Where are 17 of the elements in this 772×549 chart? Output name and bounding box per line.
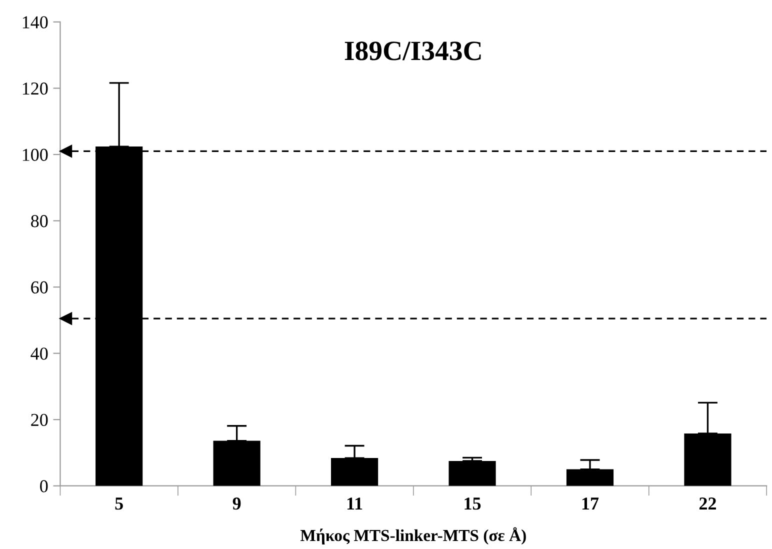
y-tick-label: 40 xyxy=(30,348,48,360)
x-tick-label: 17 xyxy=(582,498,599,510)
x-tick-label: 11 xyxy=(347,498,362,510)
y-tick-label: 0 xyxy=(40,480,48,492)
x-tick-label: 5 xyxy=(115,498,123,510)
y-tick-label: 80 xyxy=(31,215,48,228)
text: I89C/I343C xyxy=(344,42,481,60)
x-tick-label: 15 xyxy=(464,498,481,510)
y-tick-label: 120 xyxy=(22,82,48,95)
y-tick-label: 60 xyxy=(31,281,48,294)
x-axis-title: Μήκος MTS-linker-MTS (σε Å) xyxy=(300,527,526,545)
x-tick-label: 22 xyxy=(699,498,716,510)
y-tick-label: 100 xyxy=(22,148,48,161)
y-tick-label: 140 xyxy=(22,16,48,28)
y-tick-label: 20 xyxy=(31,414,48,426)
bar xyxy=(448,461,496,486)
x-tick-label: 9 xyxy=(232,498,241,510)
